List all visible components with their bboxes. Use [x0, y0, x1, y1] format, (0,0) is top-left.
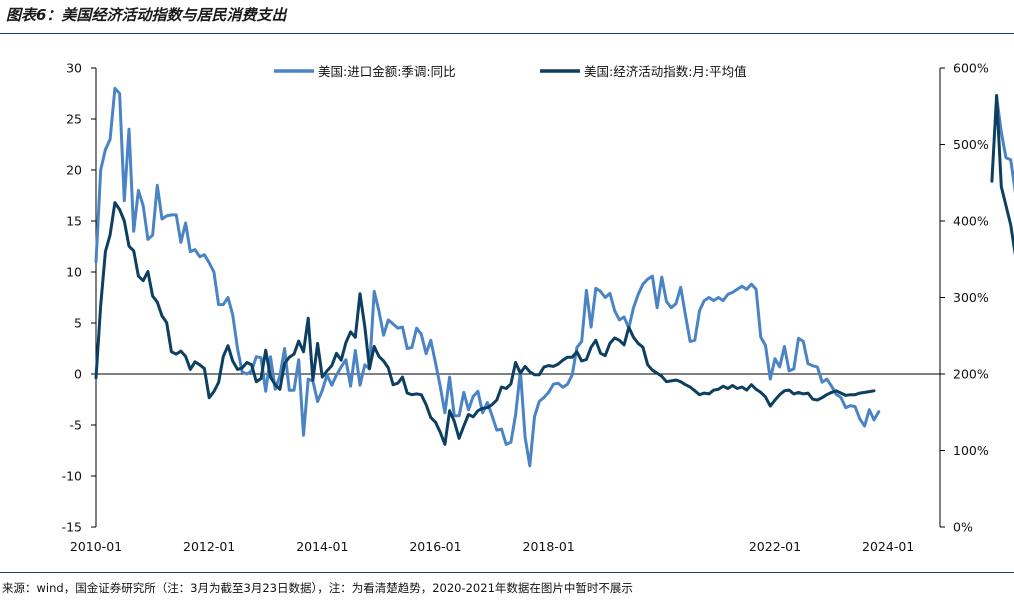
- left-tick-label: 0: [74, 367, 82, 382]
- series-line-1: [94, 86, 1014, 468]
- right-y-axis: 600% 500% 400% 300% 200% 100% 0%: [939, 61, 989, 535]
- chart: 30 25 20 15 10 5 0 -5 -10 -15 600% 500% 400% 300% 200…: [62, 61, 1014, 554]
- legend-label-1: 美国:进口金额:季调:同比: [318, 64, 456, 79]
- right-tick-label: 400%: [953, 214, 989, 229]
- legend: 美国:进口金额:季调:同比 美国:经济活动指数:月:平均值: [274, 64, 747, 79]
- left-tick-label: -5: [70, 418, 82, 433]
- right-tick-label: 100%: [953, 443, 989, 458]
- x-tick-label: 2018-01: [523, 539, 575, 554]
- right-tick-label: 0%: [953, 520, 973, 535]
- x-tick-label: 2012-01: [183, 539, 235, 554]
- x-tick-label: 2014-01: [296, 539, 348, 554]
- legend-label-2: 美国:经济活动指数:月:平均值: [584, 64, 747, 79]
- left-tick-label: 20: [66, 163, 82, 178]
- left-tick-label: 25: [66, 112, 82, 127]
- x-tick-label: 2022-01: [749, 539, 801, 554]
- left-tick-label: 10: [66, 265, 82, 280]
- left-tick-label: 30: [66, 61, 82, 76]
- left-y-axis: 30 25 20 15 10 5 0 -5 -10 -15: [62, 61, 97, 535]
- x-tick-label: 2016-01: [409, 539, 461, 554]
- title-rule: [0, 33, 1014, 34]
- right-tick-label: 600%: [953, 61, 989, 76]
- series-line-2: [94, 94, 1014, 446]
- x-axis-ticks: 2010-01 2012-01 2014-01 2016-01 2018-01 2022-…: [70, 539, 914, 554]
- footer-rule: [0, 572, 1014, 573]
- series-group: [94, 86, 1014, 468]
- right-tick-label: 200%: [953, 367, 989, 382]
- left-tick-label: -10: [62, 469, 82, 484]
- source-note: 来源：wind，国金证券研究所（注：3月为截至3月23日数据），注：为看清楚趋势…: [2, 581, 633, 595]
- right-tick-label: 300%: [953, 290, 989, 305]
- left-tick-label: 5: [74, 316, 82, 331]
- left-tick-label: 15: [66, 214, 82, 229]
- figure-title: 图表6：美国经济活动指数与居民消费支出: [6, 6, 287, 24]
- x-tick-label: 2010-01: [70, 539, 122, 554]
- right-tick-label: 500%: [953, 137, 989, 152]
- left-tick-label: -15: [62, 520, 82, 535]
- x-tick-label: 2024-01: [862, 539, 914, 554]
